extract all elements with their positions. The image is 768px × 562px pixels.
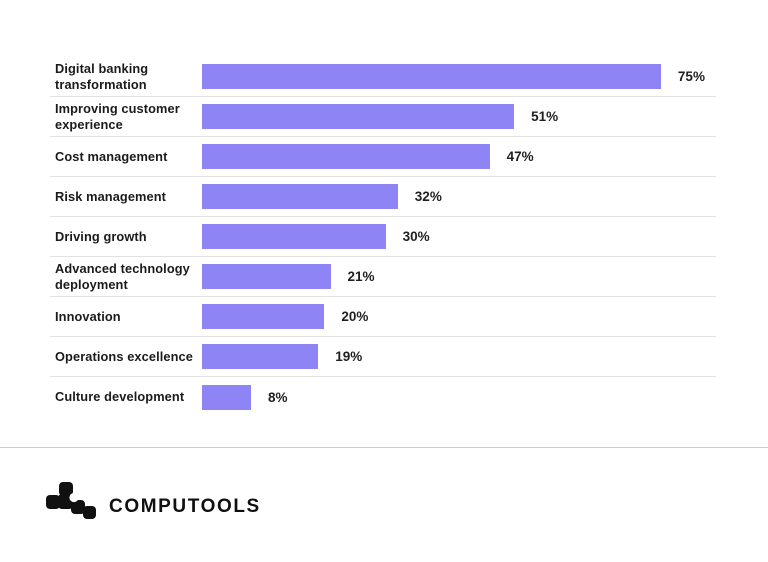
category-label: Culture development xyxy=(55,389,185,405)
bar xyxy=(202,304,325,329)
value-label: 47% xyxy=(506,149,534,164)
value-label: 21% xyxy=(347,269,375,284)
bar xyxy=(202,264,331,289)
value-label: 8% xyxy=(267,389,288,405)
bar xyxy=(202,144,490,169)
category-label: Risk management xyxy=(55,188,167,204)
bar-track: 20% xyxy=(202,297,716,336)
bar-track: 47% xyxy=(202,137,716,176)
bar-track: 75% xyxy=(202,57,716,96)
value-label: 51% xyxy=(531,109,559,124)
bar-track: 30% xyxy=(202,217,716,256)
bar xyxy=(202,104,515,129)
category-label: Digital banking transformation xyxy=(55,61,149,92)
value-label: 32% xyxy=(414,189,442,204)
bar xyxy=(202,224,386,249)
bar-track: 21% xyxy=(202,257,716,296)
bar xyxy=(202,64,661,89)
chart-row: Culture development 8% xyxy=(50,377,716,417)
category-label: Advanced technology deployment xyxy=(55,261,190,292)
value-label: 19% xyxy=(335,349,363,364)
brand-name: COMPUTOOLS xyxy=(109,496,261,517)
category-label: Innovation xyxy=(55,308,121,324)
bar xyxy=(202,384,251,410)
value-label: 20% xyxy=(341,309,369,324)
computools-logo-icon xyxy=(46,482,96,519)
category-label: Cost management xyxy=(55,148,168,164)
value-label: 75% xyxy=(677,69,705,84)
bar-track: 8% xyxy=(202,377,716,417)
chart-row: Improving customer experience 51% xyxy=(50,97,716,137)
chart-row: Innovation 20% xyxy=(50,297,716,337)
chart-row: Cost management 47% xyxy=(50,137,716,177)
bar xyxy=(202,184,398,209)
bar-track: 19% xyxy=(202,337,716,376)
bar-chart: Digital banking transformation 75% Improvi… xyxy=(0,57,768,417)
category-label: Improving customer experience xyxy=(55,101,180,132)
value-label: 30% xyxy=(402,229,430,244)
chart-row: Operations excellence 19% xyxy=(50,337,716,377)
footer-brand: COMPUTOOLS xyxy=(45,481,261,533)
category-label: Operations excellence xyxy=(55,348,193,364)
bar xyxy=(202,344,319,369)
category-label: Driving growth xyxy=(55,228,147,244)
chart-row: Risk management 32% xyxy=(50,177,716,217)
bar-track: 51% xyxy=(202,97,716,136)
bar-track: 32% xyxy=(202,177,716,216)
chart-row: Digital banking transformation 75% xyxy=(50,57,716,97)
footer-divider xyxy=(0,447,768,448)
chart-row: Driving growth 30% xyxy=(50,217,716,257)
chart-row: Advanced technology deployment 21% xyxy=(50,257,716,297)
